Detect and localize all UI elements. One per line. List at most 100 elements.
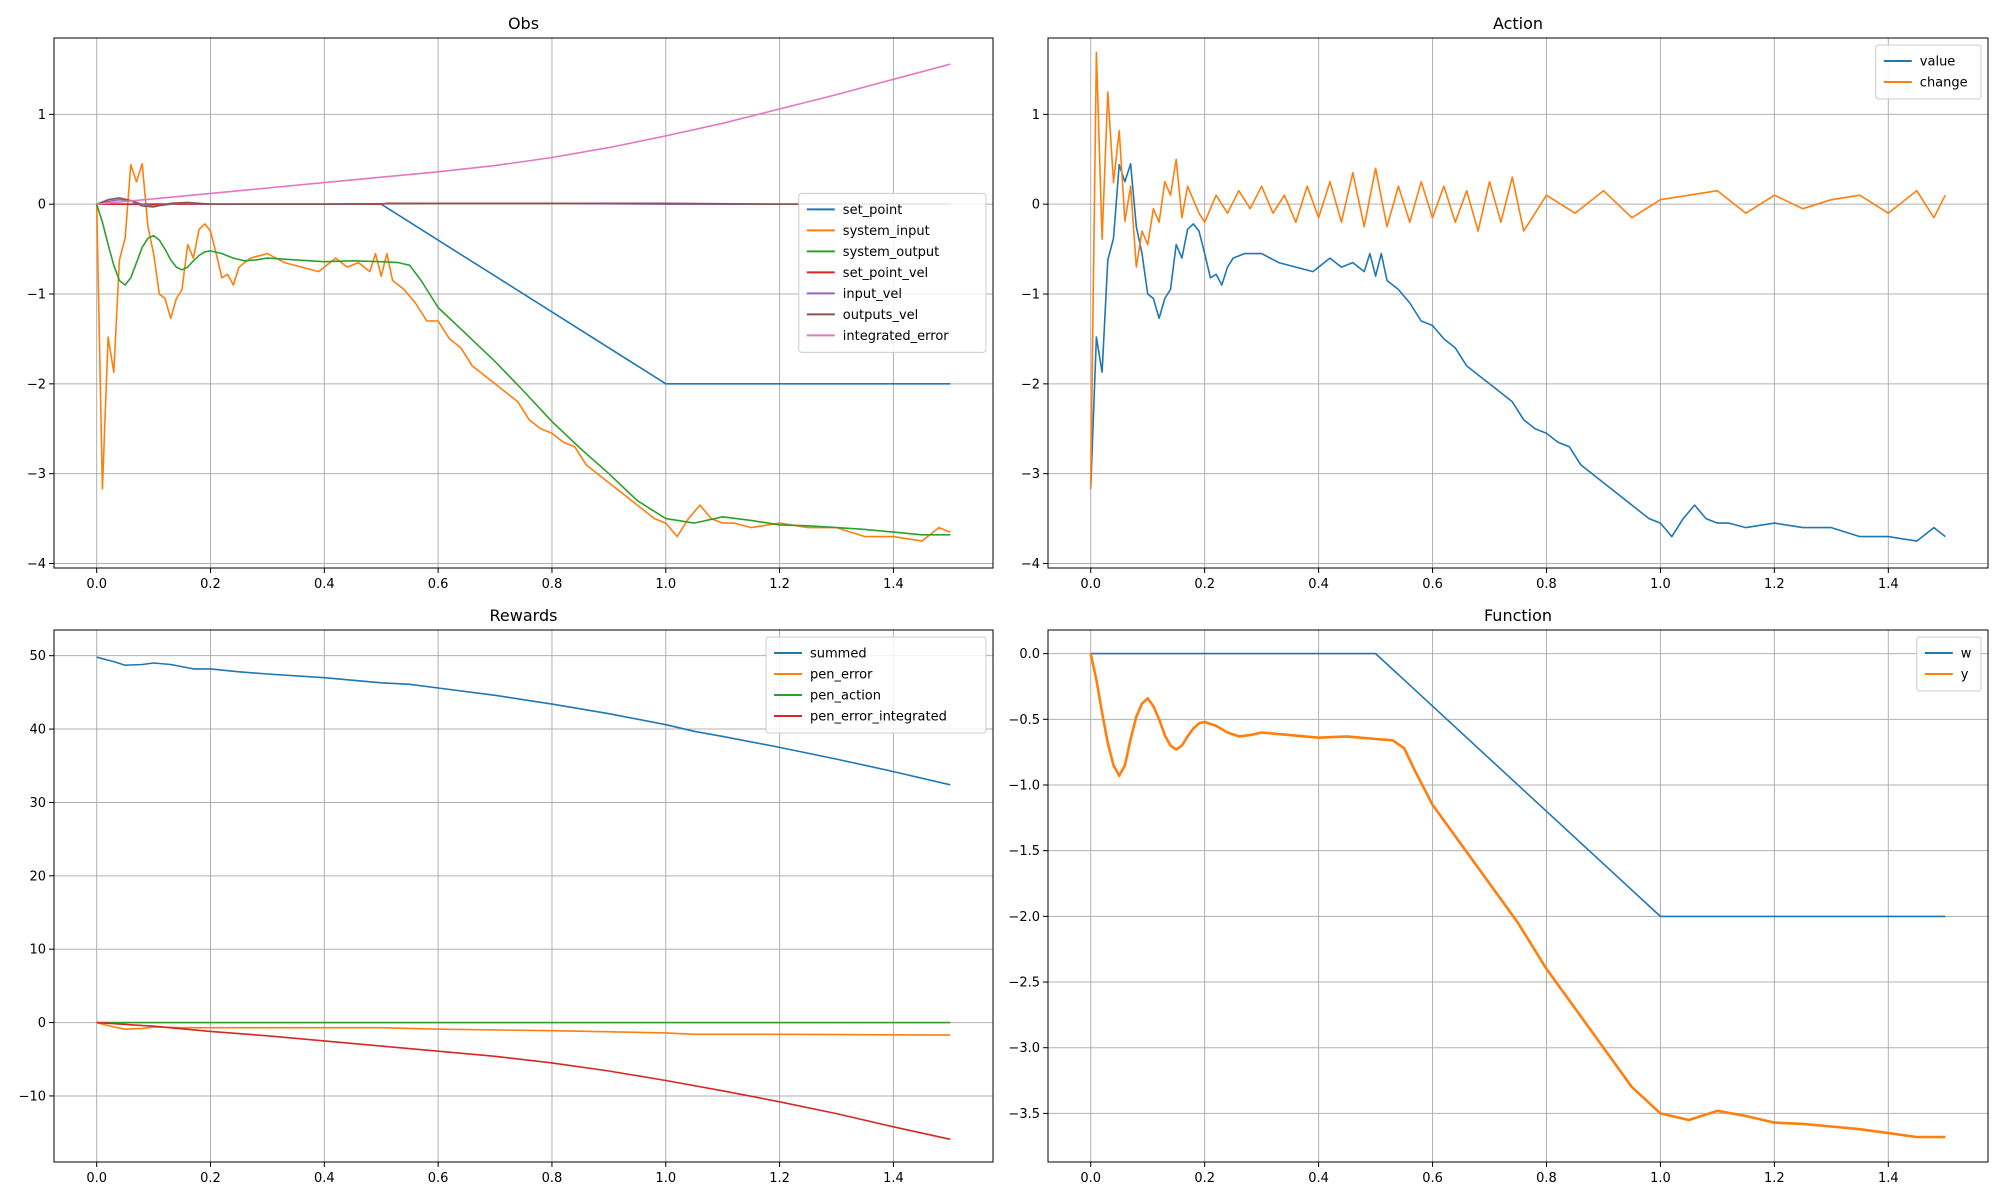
y-tick-label: −3 (27, 467, 46, 482)
y-tick-label: 30 (29, 796, 46, 811)
x-tick-label: 0.8 (1536, 1171, 1557, 1186)
series-line-integrated_error (96, 63, 951, 205)
y-tick-label: −1.5 (1008, 844, 1040, 859)
y-tick-label: 0 (38, 198, 46, 213)
y-tick-label: −10 (19, 1089, 46, 1104)
legend: set_point system_input system_output set_po… (798, 192, 987, 353)
legend-label-change: change (1920, 76, 1968, 91)
series-line-w (1090, 652, 1946, 918)
y-tick-label: −0.5 (1008, 713, 1040, 728)
series-line-pen_error (96, 1021, 951, 1036)
series-line-outputs_vel (96, 197, 951, 208)
chart-title: Action (1493, 14, 1543, 33)
y-tick-label: −1 (1021, 288, 1040, 303)
x-tick-label: 1.4 (1878, 577, 1899, 592)
legend-label-set_point_vel: set_point_vel (843, 266, 928, 281)
legend-label-pen_error_integrated: pen_error_integrated (810, 710, 947, 725)
series-line-summed (96, 656, 951, 786)
legend-label-pen_error: pen_error (810, 668, 873, 683)
grid (1048, 38, 1988, 568)
x-tick-label: 0.2 (200, 577, 221, 592)
series-line-change (1089, 51, 1947, 489)
legend-label-integrated_error: integrated_error (843, 329, 949, 344)
x-tick-label: 1.2 (769, 577, 790, 592)
x-tick-label: 0.0 (86, 1171, 107, 1186)
legend-label-system_output: system_output (843, 245, 939, 260)
chart-obs: 0.0 0.2 0.4 0.6 0.8 1.0 1.2 1.4 −4 −3 −2 −1 0 1 Obs set… (27, 14, 994, 592)
axes-frame (53, 37, 994, 569)
series-group (1089, 51, 1947, 542)
x-tick-label: 0.4 (314, 577, 335, 592)
legend-box (765, 636, 987, 734)
legend-label-pen_action: pen_action (810, 689, 881, 704)
y-tick-label: −3 (1021, 467, 1040, 482)
x-tick-label: 0.4 (1308, 577, 1329, 592)
x-tick-label: 0.2 (1194, 577, 1215, 592)
x-tick-label: 0.8 (1536, 577, 1557, 592)
x-tick-label: 0.6 (428, 1171, 449, 1186)
legend-label-input_vel: input_vel (843, 287, 902, 302)
x-tick-label: 1.2 (769, 1171, 790, 1186)
x-tick-label: 0.8 (542, 1171, 563, 1186)
y-tick-label: −3.5 (1008, 1107, 1040, 1122)
series-line-system_input (95, 163, 951, 542)
axes-frame (53, 629, 994, 1163)
y-tick-label: 0 (1032, 198, 1040, 213)
legend-label-y: y (1961, 668, 1969, 683)
series-line-system_output (95, 203, 951, 536)
chart-title: Rewards (490, 606, 558, 625)
x-tick-label: 1.0 (655, 1171, 676, 1186)
chart-function: 0.0 0.2 0.4 0.6 0.8 1.0 1.2 1.4 −3.5 −3.0 −2.5 −2.0… (1008, 606, 1989, 1186)
y-tick-label: −2.5 (1008, 976, 1040, 991)
x-tick-label: 1.0 (1650, 1171, 1671, 1186)
axes-frame (1047, 37, 1989, 569)
series-line-y (1089, 653, 1946, 1139)
y-tick-label: 0.0 (1019, 647, 1040, 662)
x-tick-label: 0.4 (1308, 1171, 1329, 1186)
legend-box (1916, 636, 1982, 692)
legend-label-system_input: system_input (843, 224, 930, 239)
y-tick-label: −3.0 (1008, 1041, 1040, 1056)
legend: wy (1916, 636, 1982, 692)
chart-title: Function (1484, 606, 1552, 625)
chart-action: 0.0 0.2 0.4 0.6 0.8 1.0 1.2 1.4 −4 −3 −2 −1 0 1 Action… (1021, 14, 1989, 592)
y-tick-label: 50 (29, 649, 46, 664)
y-tick-label: 10 (29, 943, 46, 958)
chart-rewards: 0.0 0.2 0.4 0.6 0.8 1.0 1.2 1.4 −10 0 10 20 30 40 50 Re… (19, 606, 994, 1186)
y-tick-label: −1 (27, 288, 46, 303)
legend-label-w: w (1961, 647, 1972, 662)
x-tick-label: 0.2 (1194, 1171, 1215, 1186)
series-line-pen_error_integrated (96, 1021, 951, 1141)
x-tick-label: 1.0 (655, 577, 676, 592)
legend-label-set_point: set_point (843, 203, 903, 218)
x-tick-label: 0.4 (314, 1171, 335, 1186)
chart-title: Obs (508, 14, 539, 33)
y-tick-label: −2 (27, 377, 46, 392)
y-tick-label: 1 (1032, 108, 1040, 123)
x-tick-label: 0.6 (1422, 577, 1443, 592)
legend-label-value: value (1920, 55, 1956, 70)
y-tick-label: 1 (38, 108, 46, 123)
x-tick-label: 0.8 (542, 577, 563, 592)
x-tick-label: 0.6 (1422, 1171, 1443, 1186)
series-line-value (1089, 163, 1946, 542)
legend-label-summed: summed (810, 647, 867, 662)
y-tick-label: 0 (38, 1016, 46, 1031)
y-tick-label: 40 (29, 723, 46, 738)
y-tick-label: −2.0 (1008, 910, 1040, 925)
legend-box (1875, 44, 1982, 100)
legend-label-outputs_vel: outputs_vel (843, 308, 918, 323)
x-tick-label: 1.4 (1878, 1171, 1899, 1186)
series-group (95, 63, 951, 542)
x-tick-label: 0.6 (428, 577, 449, 592)
x-tick-label: 1.2 (1764, 1171, 1785, 1186)
y-tick-label: 20 (29, 869, 46, 884)
x-tick-label: 1.4 (883, 577, 904, 592)
x-tick-label: 1.0 (1650, 577, 1671, 592)
series-group (1089, 652, 1946, 1139)
y-tick-label: −1.0 (1008, 779, 1040, 794)
grid (1048, 630, 1988, 1162)
x-tick-label: 0.0 (1080, 577, 1101, 592)
x-tick-label: 0.2 (200, 1171, 221, 1186)
